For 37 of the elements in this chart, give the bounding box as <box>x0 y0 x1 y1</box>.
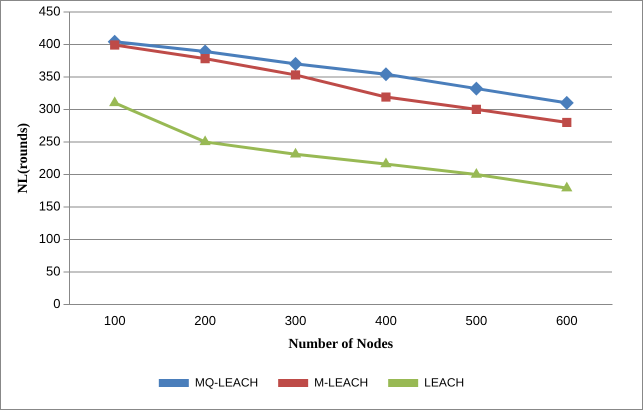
y-tick-label: 400 <box>38 36 60 51</box>
point <box>380 158 392 168</box>
point <box>378 67 393 82</box>
x-tick-label: 500 <box>466 312 488 328</box>
legend-label: MQ-LEACH <box>194 375 258 390</box>
x-tick-label: 100 <box>104 312 126 328</box>
point <box>288 56 303 71</box>
y-tick-label: 200 <box>38 166 60 182</box>
point <box>200 54 210 64</box>
y-tick-label: 350 <box>38 68 60 84</box>
point <box>469 82 484 96</box>
x-axis-title: Number of Nodes <box>288 337 394 352</box>
y-tick-label: 100 <box>38 231 60 246</box>
point <box>199 135 211 146</box>
point <box>562 118 572 128</box>
point <box>109 96 120 106</box>
y-tick-label: 150 <box>38 198 60 214</box>
x-tick-label: 200 <box>194 312 216 328</box>
point <box>290 70 300 80</box>
point <box>560 96 574 110</box>
y-tick-label: 250 <box>38 134 60 149</box>
point <box>561 182 572 192</box>
legend-label: M-LEACH <box>314 375 368 390</box>
point <box>290 148 302 158</box>
x-tick-label: 300 <box>284 312 306 328</box>
y-tick-label: 450 <box>38 3 60 18</box>
y-axis-title: NL(rounds) <box>16 122 32 194</box>
point <box>470 168 482 178</box>
legend-label: LEACH <box>424 375 464 390</box>
y-tick-label: 300 <box>38 100 60 116</box>
x-tick-label: 400 <box>375 312 397 328</box>
point <box>472 104 481 114</box>
point <box>110 40 120 50</box>
y-tick-label: 50 <box>46 264 60 279</box>
point <box>381 92 391 102</box>
x-tick-label: 600 <box>556 312 578 328</box>
y-tick-label: 0 <box>53 296 60 312</box>
